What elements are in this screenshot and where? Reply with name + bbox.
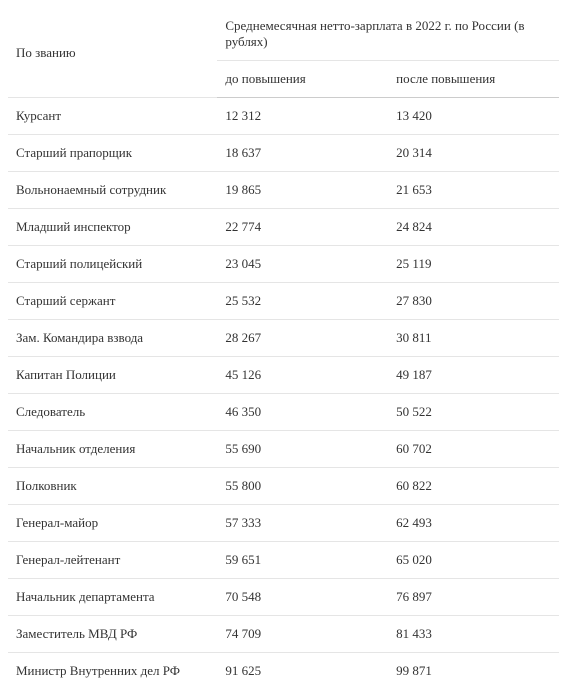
cell-rank: Старший полицейский <box>8 246 217 283</box>
cell-rank: Старший сержант <box>8 283 217 320</box>
table-row: Младший инспектор22 77424 824 <box>8 209 559 246</box>
table-row: Заместитель МВД РФ74 70981 433 <box>8 616 559 653</box>
cell-rank: Министр Внутренних дел РФ <box>8 653 217 690</box>
cell-rank: Начальник департамента <box>8 579 217 616</box>
cell-rank: Курсант <box>8 98 217 135</box>
cell-after: 25 119 <box>388 246 559 283</box>
cell-rank: Генерал-лейтенант <box>8 542 217 579</box>
table-row: Генерал-лейтенант59 65165 020 <box>8 542 559 579</box>
cell-rank: Заместитель МВД РФ <box>8 616 217 653</box>
cell-rank: Старший прапорщик <box>8 135 217 172</box>
cell-before: 57 333 <box>217 505 388 542</box>
cell-rank: Следователь <box>8 394 217 431</box>
cell-rank: Генерал-майор <box>8 505 217 542</box>
cell-before: 59 651 <box>217 542 388 579</box>
cell-before: 12 312 <box>217 98 388 135</box>
cell-before: 23 045 <box>217 246 388 283</box>
cell-before: 19 865 <box>217 172 388 209</box>
table-row: Старший полицейский23 04525 119 <box>8 246 559 283</box>
table-row: Генерал-майор57 33362 493 <box>8 505 559 542</box>
salary-table-body: Курсант12 31213 420Старший прапорщик18 6… <box>8 98 559 690</box>
cell-before: 55 800 <box>217 468 388 505</box>
header-before: до повышения <box>217 61 388 98</box>
table-row: Министр Внутренних дел РФ91 62599 871 <box>8 653 559 690</box>
table-row: Начальник отделения55 69060 702 <box>8 431 559 468</box>
cell-after: 20 314 <box>388 135 559 172</box>
cell-after: 21 653 <box>388 172 559 209</box>
table-row: Курсант12 31213 420 <box>8 98 559 135</box>
cell-after: 49 187 <box>388 357 559 394</box>
cell-after: 60 822 <box>388 468 559 505</box>
table-row: Капитан Полиции45 12649 187 <box>8 357 559 394</box>
cell-before: 55 690 <box>217 431 388 468</box>
table-row: Начальник департамента70 54876 897 <box>8 579 559 616</box>
cell-before: 22 774 <box>217 209 388 246</box>
cell-before: 18 637 <box>217 135 388 172</box>
table-row: Вольнонаемный сотрудник19 86521 653 <box>8 172 559 209</box>
cell-after: 24 824 <box>388 209 559 246</box>
cell-after: 50 522 <box>388 394 559 431</box>
cell-after: 60 702 <box>388 431 559 468</box>
cell-rank: Капитан Полиции <box>8 357 217 394</box>
cell-before: 46 350 <box>217 394 388 431</box>
cell-rank: Вольнонаемный сотрудник <box>8 172 217 209</box>
cell-before: 45 126 <box>217 357 388 394</box>
table-row: Полковник55 80060 822 <box>8 468 559 505</box>
table-row: Старший прапорщик18 63720 314 <box>8 135 559 172</box>
cell-rank: Младший инспектор <box>8 209 217 246</box>
table-row: Следователь46 35050 522 <box>8 394 559 431</box>
cell-rank: Полковник <box>8 468 217 505</box>
cell-after: 99 871 <box>388 653 559 690</box>
cell-rank: Начальник отделения <box>8 431 217 468</box>
header-after: после повышения <box>388 61 559 98</box>
cell-after: 62 493 <box>388 505 559 542</box>
table-row: Старший сержант25 53227 830 <box>8 283 559 320</box>
cell-before: 91 625 <box>217 653 388 690</box>
cell-before: 74 709 <box>217 616 388 653</box>
cell-after: 13 420 <box>388 98 559 135</box>
cell-after: 30 811 <box>388 320 559 357</box>
cell-after: 65 020 <box>388 542 559 579</box>
header-main: Среднемесячная нетто-зарплата в 2022 г. … <box>217 8 559 61</box>
cell-before: 25 532 <box>217 283 388 320</box>
cell-before: 28 267 <box>217 320 388 357</box>
cell-before: 70 548 <box>217 579 388 616</box>
cell-rank: Зам. Командира взвода <box>8 320 217 357</box>
header-rank: По званию <box>8 8 217 98</box>
cell-after: 76 897 <box>388 579 559 616</box>
cell-after: 81 433 <box>388 616 559 653</box>
salary-table: По званию Среднемесячная нетто-зарплата … <box>8 8 559 689</box>
cell-after: 27 830 <box>388 283 559 320</box>
table-row: Зам. Командира взвода28 26730 811 <box>8 320 559 357</box>
